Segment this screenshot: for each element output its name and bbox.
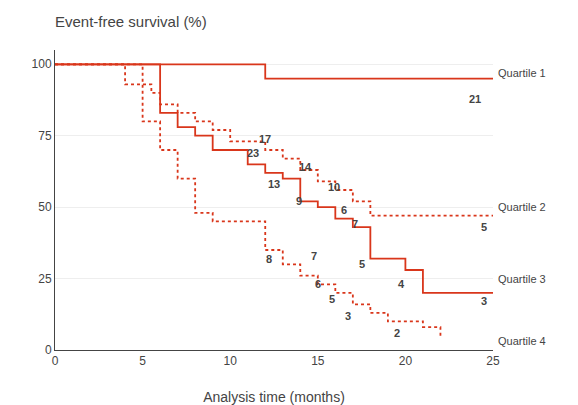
svg-text:17: 17 <box>259 133 271 145</box>
svg-text:10: 10 <box>224 354 238 368</box>
svg-text:0: 0 <box>45 343 52 357</box>
svg-text:4: 4 <box>398 278 405 290</box>
svg-text:14: 14 <box>299 161 312 173</box>
svg-text:3: 3 <box>345 310 351 322</box>
svg-text:7: 7 <box>311 250 317 262</box>
svg-text:75: 75 <box>38 129 52 143</box>
svg-text:5: 5 <box>359 258 365 270</box>
svg-text:13: 13 <box>268 178 280 190</box>
svg-text:Analysis time (months): Analysis time (months) <box>203 389 345 405</box>
svg-text:9: 9 <box>296 195 302 207</box>
svg-text:0: 0 <box>52 354 59 368</box>
svg-text:20: 20 <box>399 354 413 368</box>
svg-text:23: 23 <box>247 147 259 159</box>
svg-text:Quartile 3: Quartile 3 <box>498 273 546 285</box>
svg-text:6: 6 <box>341 204 347 216</box>
svg-text:10: 10 <box>328 181 340 193</box>
svg-text:25: 25 <box>38 272 52 286</box>
svg-text:15: 15 <box>311 354 325 368</box>
svg-text:Quartile 2: Quartile 2 <box>498 201 546 213</box>
svg-text:6: 6 <box>315 278 321 290</box>
svg-text:8: 8 <box>266 253 272 265</box>
svg-text:50: 50 <box>38 200 52 214</box>
svg-text:2: 2 <box>394 327 400 339</box>
svg-text:3: 3 <box>481 295 487 307</box>
svg-text:Quartile 1: Quartile 1 <box>498 67 546 79</box>
svg-text:Event-free survival (%): Event-free survival (%) <box>55 13 207 30</box>
svg-text:7: 7 <box>352 218 358 230</box>
svg-text:Quartile 4: Quartile 4 <box>498 335 546 347</box>
svg-text:5: 5 <box>329 293 335 305</box>
svg-text:100: 100 <box>32 57 52 71</box>
svg-text:21: 21 <box>469 93 481 105</box>
svg-text:5: 5 <box>481 221 487 233</box>
svg-text:5: 5 <box>139 354 146 368</box>
svg-text:25: 25 <box>486 354 500 368</box>
